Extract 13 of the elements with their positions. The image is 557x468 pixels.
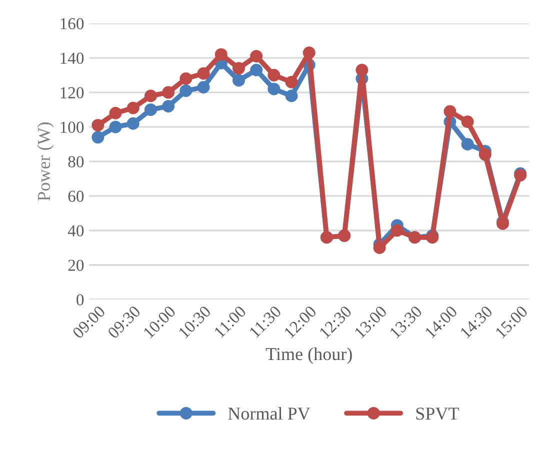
x-axis-title: Time (hour) [266,347,352,364]
y-tick-label: 60 [68,190,84,202]
y-tick-label: 80 [68,156,84,168]
y-tick-label: 0 [76,294,84,306]
y-tick-label: 160 [60,18,84,30]
y-tick-label: 40 [68,225,84,236]
y-axis-title: Power (W) [37,122,54,201]
y-tick-label: 120 [60,87,84,98]
legend-label: Normal PV [228,407,310,420]
y-tick-label: 20 [68,260,84,271]
legend-label: SPVT [416,408,459,420]
y-tick-label: 140 [60,52,84,64]
y-tick-label: 100 [60,122,84,133]
